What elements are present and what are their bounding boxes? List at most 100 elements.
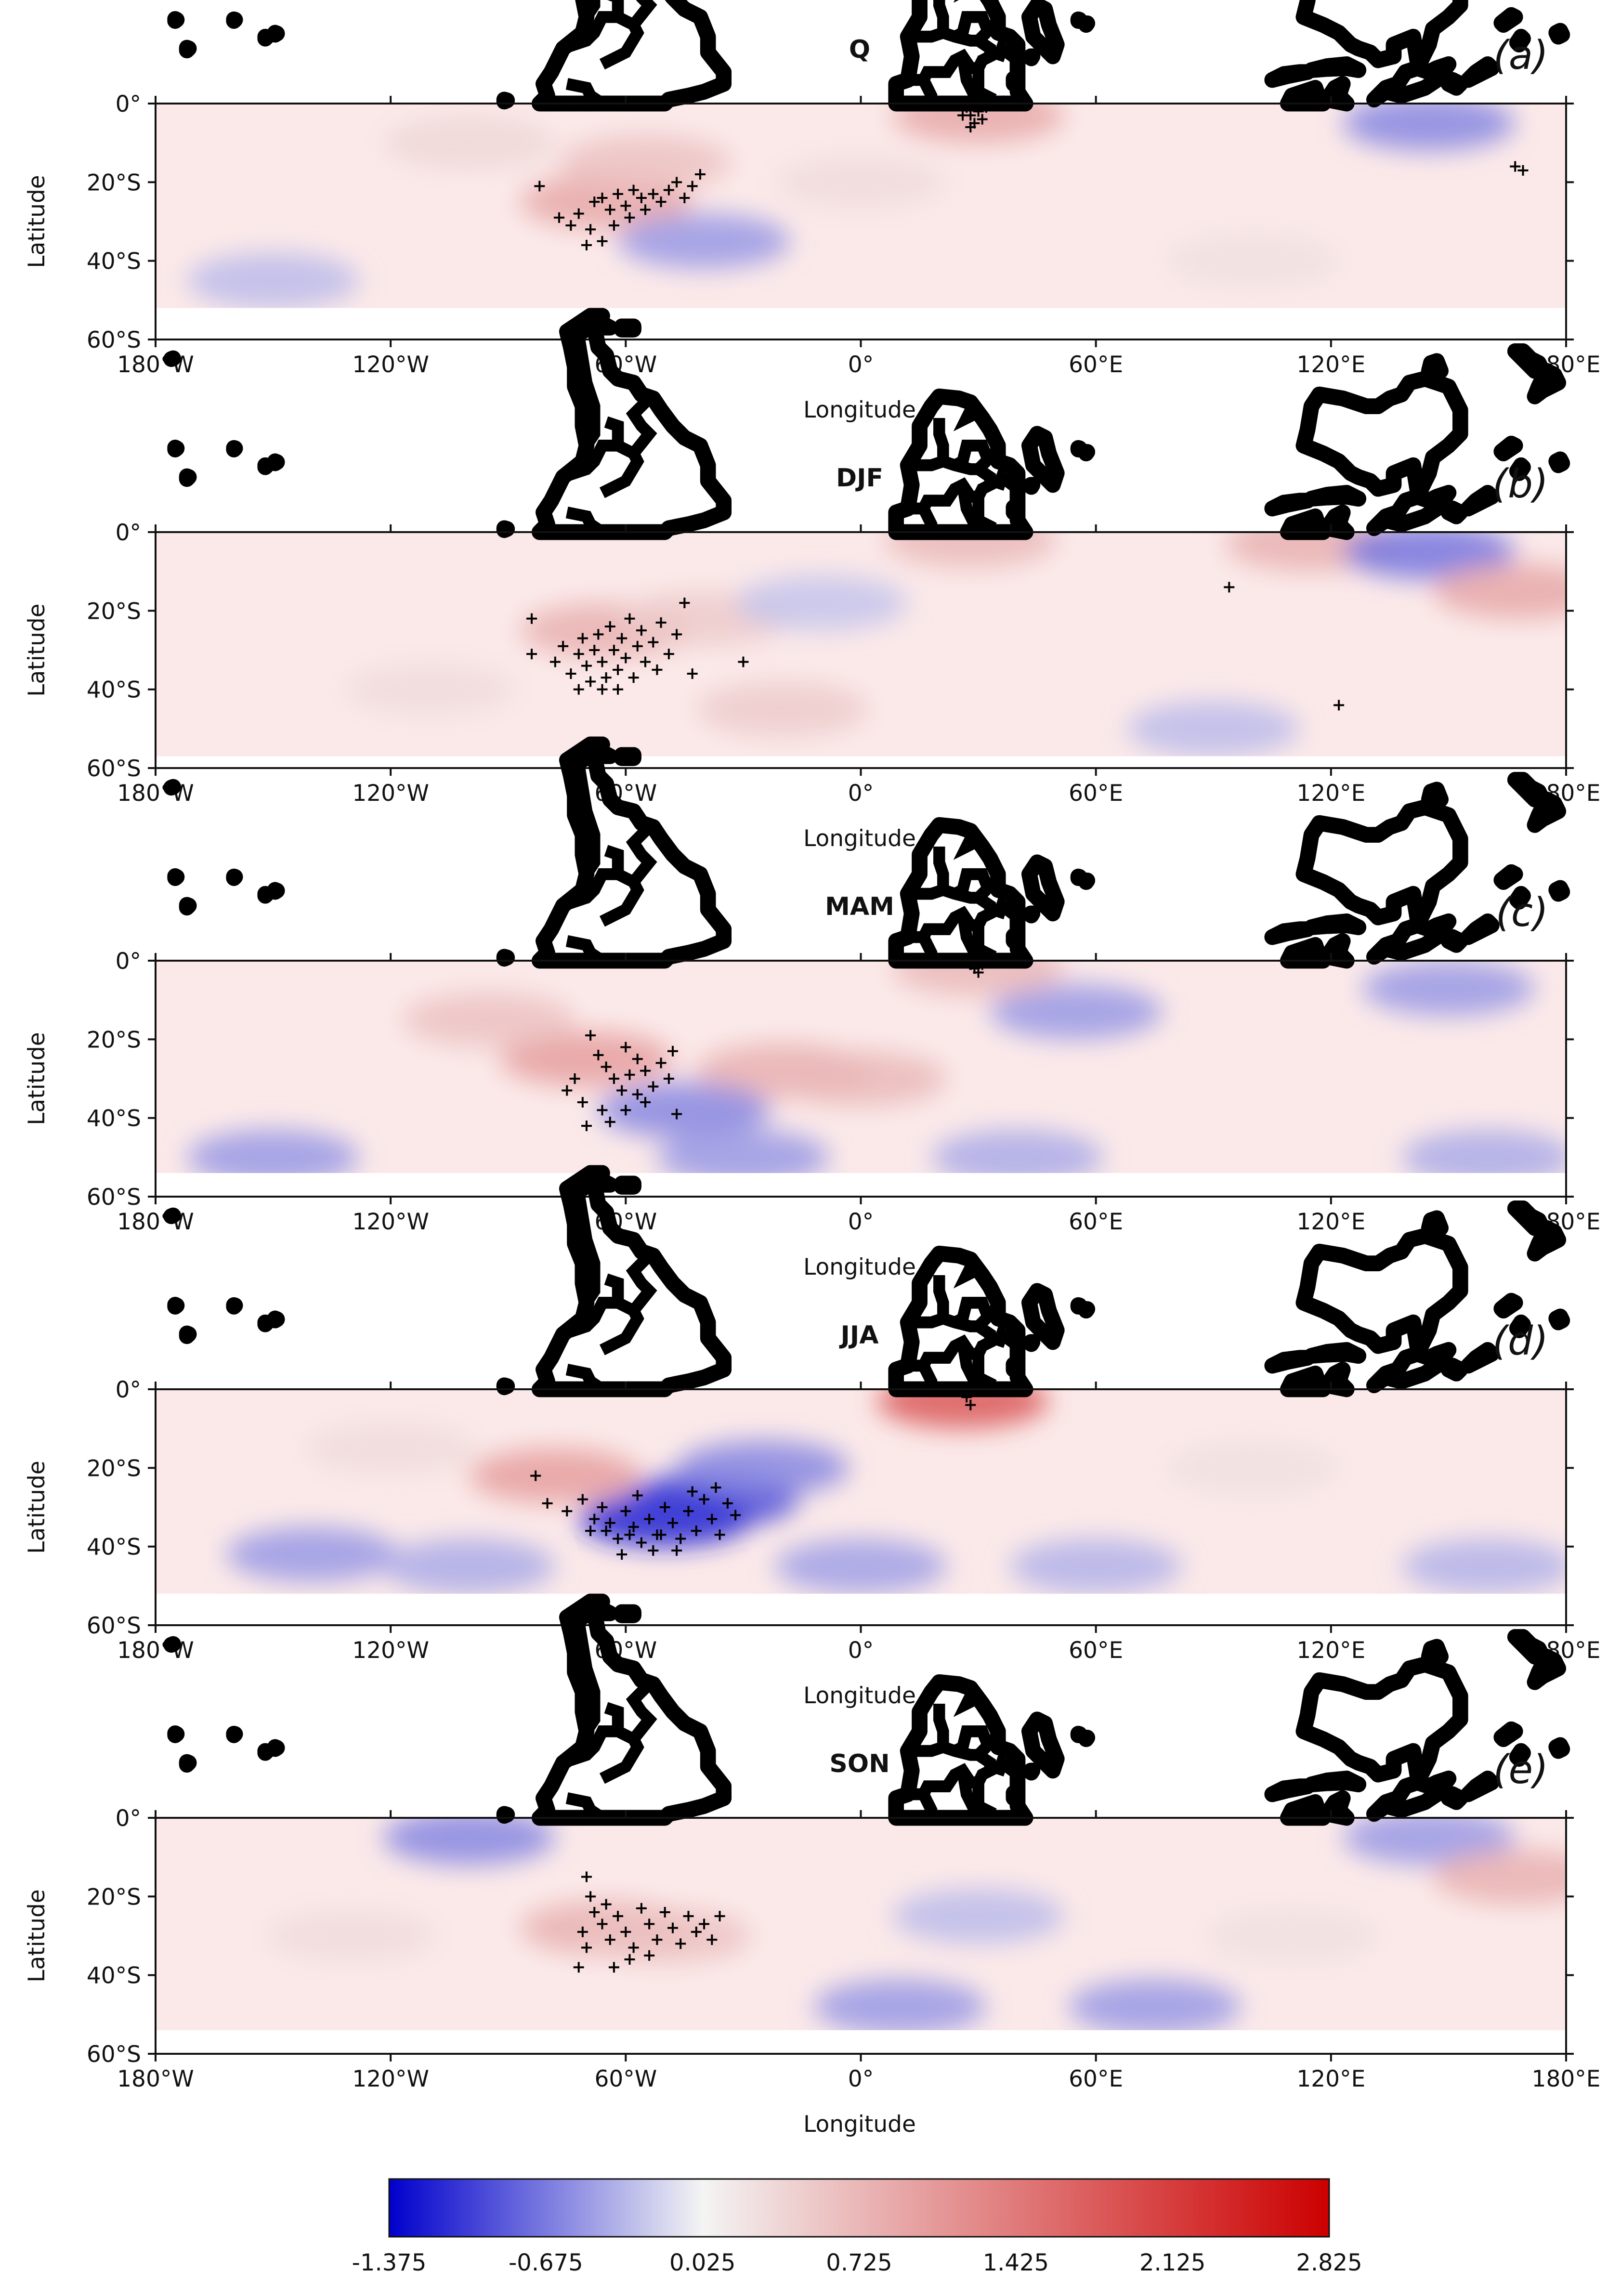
anomaly-region	[990, 984, 1163, 1040]
x-tick-label: 0°	[848, 1637, 874, 1664]
significance-marker	[706, 1513, 718, 1525]
significance-marker	[648, 188, 659, 199]
significance-marker	[679, 193, 690, 203]
significance-marker	[699, 1494, 710, 1505]
significance-marker	[683, 1506, 694, 1517]
y-tick-label: 40°S	[87, 677, 141, 704]
significance-marker	[624, 613, 635, 624]
significance-marker	[573, 1962, 584, 1973]
significance-marker	[573, 649, 584, 660]
significance-marker	[573, 208, 584, 219]
significance-marker	[679, 598, 690, 608]
x-tick-label: 120°W	[352, 2066, 429, 2092]
y-tick-label: 20°S	[87, 598, 141, 625]
significance-marker	[597, 656, 608, 667]
y-tick-label: 0°	[116, 948, 141, 975]
anomaly-region	[402, 992, 575, 1047]
significance-marker	[589, 645, 600, 655]
significance-marker	[581, 1121, 592, 1131]
significance-marker	[558, 640, 569, 652]
significance-marker	[581, 1871, 592, 1882]
coastline-outline	[171, 316, 1562, 532]
x-tick-label: 180°W	[117, 352, 194, 378]
y-tick-label: 20°S	[87, 1455, 141, 1482]
anomaly-region	[735, 575, 908, 631]
significance-marker	[585, 224, 596, 235]
anomaly-region	[677, 1440, 850, 1496]
significance-marker	[671, 1545, 682, 1556]
x-tick-label: 180°W	[117, 1209, 194, 1235]
significance-marker	[613, 684, 624, 695]
significance-marker	[663, 649, 674, 660]
coastline-lines	[171, 1173, 1562, 1389]
significance-marker	[632, 1490, 643, 1501]
significance-marker	[620, 1105, 631, 1116]
anomaly-region	[1433, 1849, 1566, 1905]
significance-marker	[597, 1918, 608, 1930]
x-tick-label: 180°W	[117, 2066, 194, 2092]
significance-marker	[691, 1926, 702, 1937]
significance-marker	[683, 1911, 694, 1922]
y-tick-label: 60°S	[87, 1184, 141, 1211]
significance-marker	[597, 1105, 608, 1116]
significance-marker	[604, 1517, 615, 1528]
anomaly-region	[1068, 1979, 1241, 2030]
significance-marker	[585, 1891, 596, 1902]
significance-marker	[730, 1510, 741, 1521]
anomaly-region	[1166, 1440, 1339, 1496]
significance-marker	[628, 1942, 639, 1953]
anomaly-region	[382, 1818, 555, 1865]
significance-marker	[628, 672, 639, 683]
significance-marker	[604, 621, 615, 632]
significance-marker	[655, 1529, 667, 1540]
significance-marker	[604, 1934, 615, 1945]
x-tick-label: 180°E	[1532, 2066, 1601, 2092]
significance-marker	[601, 1526, 612, 1536]
significance-marker	[601, 1061, 612, 1072]
x-tick-label: 120°W	[352, 1209, 429, 1235]
y-tick-label: 0°	[116, 91, 141, 117]
anomaly-region	[1362, 961, 1535, 1016]
x-tick-label: 180°W	[117, 780, 194, 807]
y-axis-label: Latitude	[24, 603, 50, 696]
anomaly-region	[876, 1389, 1049, 1429]
significance-marker	[542, 1498, 553, 1509]
significance-marker	[1224, 582, 1235, 593]
significance-marker	[1333, 700, 1345, 711]
x-axis-label: Longitude	[803, 1254, 916, 1280]
significance-marker	[562, 1506, 573, 1517]
significance-marker	[577, 1494, 588, 1505]
significance-marker	[973, 106, 984, 117]
significance-marker	[636, 1903, 647, 1914]
y-tick-label: 0°	[116, 1805, 141, 1832]
significance-marker	[1517, 165, 1529, 176]
significance-marker	[608, 1073, 619, 1084]
significance-marker	[589, 196, 600, 208]
significance-marker	[593, 629, 604, 640]
significance-marker	[593, 1050, 604, 1060]
significance-marker	[648, 1545, 659, 1556]
anomaly-region	[892, 961, 1065, 996]
x-tick-label: 0°	[848, 352, 874, 378]
x-tick-label: 60°W	[594, 2066, 657, 2092]
anomaly-region	[598, 1083, 771, 1138]
significance-marker	[640, 204, 651, 215]
significance-marker	[601, 1899, 612, 1910]
anomaly-region	[892, 1889, 1065, 1944]
y-tick-label: 20°S	[87, 1027, 141, 1053]
significance-marker	[616, 1085, 627, 1096]
significance-marker	[573, 684, 584, 695]
significance-marker	[648, 1081, 659, 1092]
map-panel-son: 180°W 120°W 60°W 0° 60°E 120°E 180°E 0° 20°S 40°S…	[24, 1602, 1601, 2138]
significance-marker	[965, 1399, 976, 1410]
significance-marker	[526, 613, 537, 624]
significance-marker	[965, 122, 976, 132]
significance-markers	[530, 1392, 976, 1560]
significance-marker	[706, 1934, 718, 1945]
x-tick-label: 120°W	[352, 1637, 429, 1664]
y-tick-label: 20°S	[87, 1884, 141, 1910]
significance-marker	[663, 1073, 674, 1084]
significance-marker	[632, 1054, 643, 1065]
significance-marker	[530, 1470, 541, 1481]
significance-marker	[608, 645, 619, 655]
